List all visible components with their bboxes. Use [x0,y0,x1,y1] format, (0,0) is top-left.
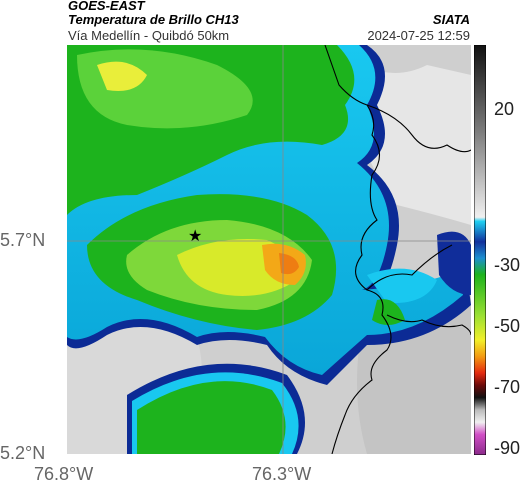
location-marker[interactable]: ★ [188,228,203,245]
organization-label: SIATA [432,12,470,27]
lon-label: 76.3°W [252,464,312,484]
lon-label: 76.8°W [34,464,94,484]
colorbar-gradient [473,44,487,456]
colorbar-tick-label: -50 [494,316,521,336]
colorbar-tick-label: -90 [494,438,521,458]
lat-label: 5.7°N [0,230,46,250]
satellite-map[interactable] [67,44,472,455]
map-image [67,44,472,455]
colorbar-tick-label: -30 [494,255,521,275]
colorbar-tick-label: -70 [494,377,521,397]
temperature-colorbar [473,44,487,456]
colorbar-tick-label: 20 [494,99,515,119]
region-subtitle: Vía Medellín - Quibdó 50km [68,28,230,43]
product-title: Temperatura de Brillo CH13 [68,12,239,27]
lat-label: 5.2°N [0,443,46,463]
datetime-label: 2024-07-25 12:59 [367,28,470,43]
satellite-title: GOES-EAST [68,0,145,13]
